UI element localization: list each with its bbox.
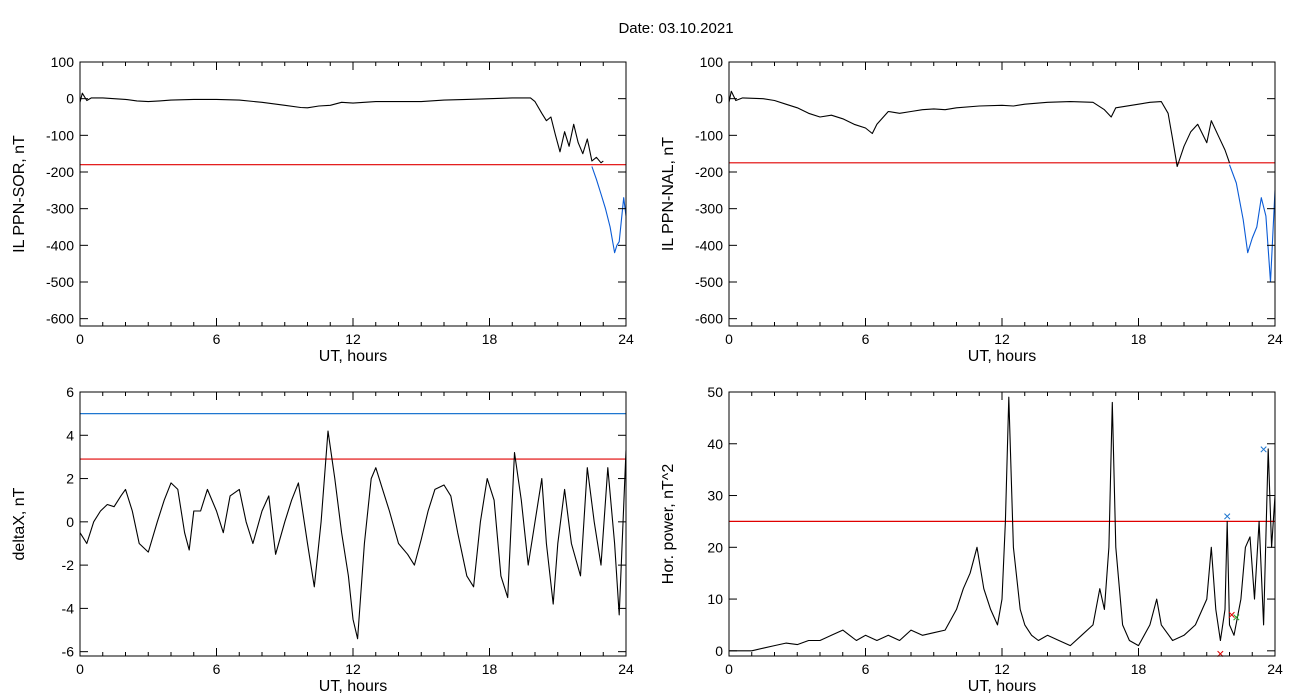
y-tick-label: 4: [66, 427, 74, 443]
y-tick-label: 100: [51, 54, 75, 70]
y-tick-label: 0: [66, 91, 74, 107]
figure-title: Date: 03.10.2021: [618, 20, 733, 37]
series-line-0: [728, 90, 1231, 168]
y-tick-label: -500: [695, 274, 723, 290]
y-tick-label: 30: [707, 488, 723, 504]
x-tick-label: 0: [76, 331, 84, 347]
x-tick-label: 0: [725, 661, 733, 677]
x-tick-label: 6: [862, 661, 870, 677]
panel-ppn-nal: 0 6 12 18 24 100 0 -100 -200 -300 -400 -500 -600 UT, …: [660, 54, 1283, 365]
x-tick-label: 18: [1131, 331, 1147, 347]
y-tick-label: 6: [66, 384, 74, 400]
y-tick-label: 10: [707, 591, 723, 607]
x-tick-label: 12: [994, 661, 1010, 677]
panel-ppn-sor: 0 6 12 18 24 100 0 -100 -200 -300 -400 -500 -600 UT, …: [11, 54, 634, 365]
x-tick-label: 0: [725, 331, 733, 347]
y-tick-label: -4: [62, 600, 75, 616]
y-tick-label: -6: [62, 644, 75, 660]
x-tick-label: 24: [618, 661, 634, 677]
y-tick-label: -600: [695, 311, 723, 327]
y-tick-label: 20: [707, 539, 723, 555]
y-tick-label: -300: [695, 201, 723, 217]
x-axis-label: UT, hours: [319, 678, 387, 695]
y-axis-label: IL PPN-SOR, nT: [11, 135, 28, 253]
plot-frame: [728, 391, 1276, 657]
y-tick-label: 0: [715, 643, 723, 659]
x-tick-label: 6: [213, 661, 221, 677]
x-tick-label: 24: [1267, 661, 1283, 677]
y-tick-label: -200: [46, 164, 74, 180]
marker-4: ×: [1216, 645, 1224, 661]
x-tick-label: 24: [1267, 331, 1283, 347]
x-tick-label: 12: [994, 331, 1010, 347]
y-tick-label: 50: [707, 384, 723, 400]
x-tick-label: 18: [1131, 661, 1147, 677]
y-tick-label: 100: [700, 54, 724, 70]
x-tick-label: 24: [618, 331, 634, 347]
x-axis-label: UT, hours: [968, 348, 1036, 365]
y-tick-label: 0: [66, 514, 74, 530]
x-tick-label: 0: [76, 661, 84, 677]
series-line-0: [729, 396, 1276, 652]
y-axis-label: deltaX, nT: [11, 487, 28, 560]
y-tick-label: -100: [46, 127, 74, 143]
y-tick-label: -2: [62, 557, 75, 573]
y-tick-label: -600: [46, 311, 74, 327]
y-tick-label: -400: [46, 237, 74, 253]
series-line-0: [79, 430, 627, 640]
marker-3: ×: [1232, 609, 1240, 625]
x-tick-label: 18: [482, 661, 498, 677]
y-tick-label: -400: [695, 237, 723, 253]
x-tick-label: 6: [862, 331, 870, 347]
marker-0: ×: [1223, 508, 1231, 524]
y-tick-label: -300: [46, 201, 74, 217]
series-line-1: [1228, 164, 1276, 283]
y-tick-label: 2: [66, 471, 74, 487]
y-tick-label: -500: [46, 274, 74, 290]
plot-frame: [728, 61, 1276, 327]
y-tick-label: -100: [695, 127, 723, 143]
x-tick-label: 18: [482, 331, 498, 347]
marker-2: ×: [1228, 607, 1236, 623]
plot-frame: [79, 61, 627, 327]
x-axis-label: UT, hours: [968, 678, 1036, 695]
y-tick-label: -200: [695, 164, 723, 180]
y-tick-label: 40: [707, 436, 723, 452]
x-tick-label: 12: [345, 331, 361, 347]
marker-1: ×: [1260, 441, 1268, 457]
y-axis-label: IL PPN-NAL, nT: [660, 137, 677, 251]
panel-deltax: 0 6 12 18 24 6 4 2 0 -2 -4 -6 UT, hours deltaX, nT: [11, 384, 634, 695]
series-line-1: [591, 166, 627, 254]
series-line-0: [79, 92, 604, 164]
y-axis-label: Hor. power, nT^2: [660, 464, 677, 585]
y-tick-label: 0: [715, 91, 723, 107]
x-axis-label: UT, hours: [319, 348, 387, 365]
x-tick-label: 12: [345, 661, 361, 677]
x-tick-label: 6: [213, 331, 221, 347]
